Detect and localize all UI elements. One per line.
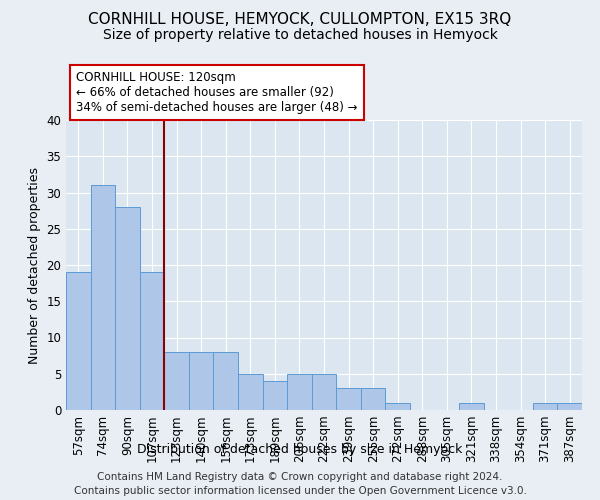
Bar <box>361 388 385 410</box>
Bar <box>164 352 189 410</box>
Bar <box>557 403 582 410</box>
Text: Distribution of detached houses by size in Hemyock: Distribution of detached houses by size … <box>137 442 463 456</box>
Text: Contains HM Land Registry data © Crown copyright and database right 2024.: Contains HM Land Registry data © Crown c… <box>97 472 503 482</box>
Y-axis label: Number of detached properties: Number of detached properties <box>28 166 41 364</box>
Bar <box>263 381 287 410</box>
Bar <box>287 374 312 410</box>
Bar <box>214 352 238 410</box>
Bar <box>66 272 91 410</box>
Bar <box>459 403 484 410</box>
Text: Size of property relative to detached houses in Hemyock: Size of property relative to detached ho… <box>103 28 497 42</box>
Text: CORNHILL HOUSE, HEMYOCK, CULLOMPTON, EX15 3RQ: CORNHILL HOUSE, HEMYOCK, CULLOMPTON, EX1… <box>88 12 512 28</box>
Bar <box>312 374 336 410</box>
Bar <box>385 403 410 410</box>
Text: CORNHILL HOUSE: 120sqm
← 66% of detached houses are smaller (92)
34% of semi-det: CORNHILL HOUSE: 120sqm ← 66% of detached… <box>76 71 358 114</box>
Bar <box>189 352 214 410</box>
Bar <box>115 207 140 410</box>
Bar <box>533 403 557 410</box>
Text: Contains public sector information licensed under the Open Government Licence v3: Contains public sector information licen… <box>74 486 526 496</box>
Bar <box>336 388 361 410</box>
Bar <box>140 272 164 410</box>
Bar <box>238 374 263 410</box>
Bar <box>91 185 115 410</box>
